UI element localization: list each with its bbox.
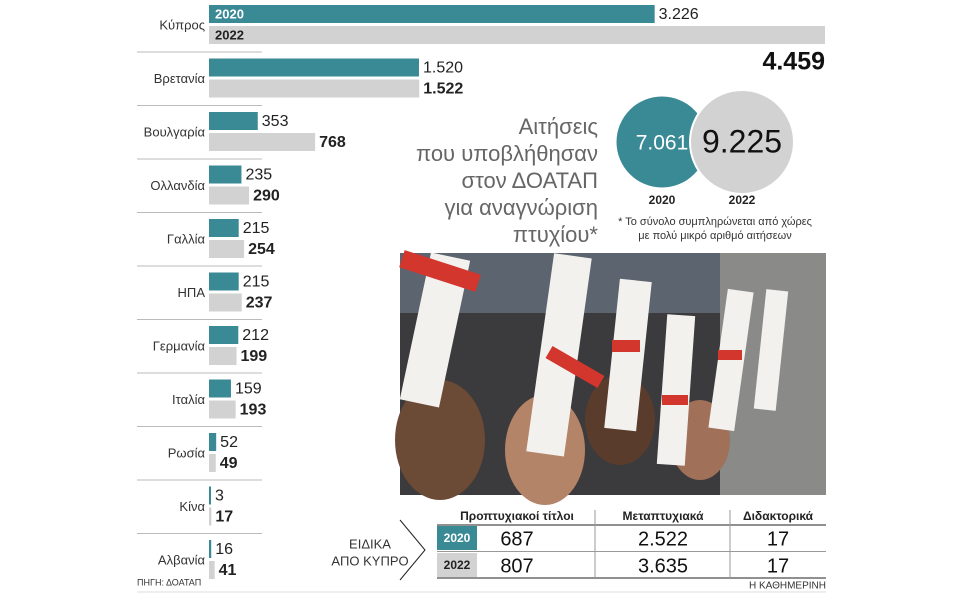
value-label: 237 (246, 295, 273, 312)
bar (209, 5, 655, 23)
bar (209, 347, 237, 365)
bar (209, 240, 245, 258)
value-label: 17 (215, 509, 233, 526)
photo (395, 250, 826, 505)
category-label: Ολλανδία (150, 178, 205, 193)
table-cell: 807 (500, 555, 533, 577)
value-label: 193 (240, 402, 267, 419)
table-decoration (137, 510, 826, 593)
bar (209, 58, 419, 77)
value-label: 290 (253, 188, 280, 205)
table-cell: 17 (767, 528, 789, 550)
category-label: Βουλγαρία (144, 124, 206, 139)
series-name: 2020 (215, 6, 244, 21)
table-cell: 687 (500, 528, 533, 550)
total-year: 2020 (649, 193, 676, 207)
source: ΠΗΓΗ: ΔΟΑΤΑΠ (137, 577, 201, 587)
category-label: Γαλλία (167, 231, 206, 246)
table-label: ΕΙΔΙΚΑ (349, 536, 391, 551)
bar (209, 26, 825, 44)
category-label: Ρωσία (168, 445, 206, 460)
total-circle (616, 96, 708, 188)
category-label: Βρετανία (154, 71, 206, 86)
bar (209, 400, 236, 419)
table-cell: 17 (767, 555, 789, 577)
category-label: Γερμανία (153, 338, 206, 353)
bar (209, 79, 420, 98)
value-label: 235 (245, 167, 272, 184)
title-line: για αναγνώριση (444, 195, 598, 220)
footnote: * Το σύνολο συμπληρώνεται από χώρες (618, 216, 812, 228)
title-line: Αιτήσεις (519, 114, 598, 139)
value-label: 215 (243, 220, 270, 237)
value-label: 3 (215, 488, 224, 505)
value-label: 215 (243, 274, 270, 291)
value-label: 212 (242, 327, 269, 344)
bar (209, 326, 239, 344)
table-year: 2022 (444, 558, 471, 572)
category-label: Κύπρος (159, 17, 205, 32)
total-label: 9.225 (702, 123, 782, 159)
value-label: 49 (220, 455, 238, 472)
value-label: 199 (240, 348, 267, 365)
value-label: 254 (248, 241, 275, 258)
table-cell: 3.635 (638, 555, 688, 577)
table-header: Προπτυχιακοί τίτλοι (460, 509, 574, 523)
bar (209, 454, 216, 472)
category-label: Κίνα (179, 499, 205, 514)
bar (209, 219, 239, 237)
series-name: 2022 (215, 27, 244, 42)
title-line: πτυχίου* (513, 222, 599, 247)
total-year: 2022 (729, 193, 756, 207)
bar (209, 507, 212, 526)
table-header: Μεταπτυχιακά (623, 509, 705, 523)
value-label: 52 (220, 434, 238, 451)
value-label: 1.520 (423, 60, 463, 77)
bar (209, 165, 242, 184)
table-cell: 2.522 (638, 528, 688, 550)
value-label: 16 (215, 541, 233, 558)
value-label: 353 (262, 113, 289, 130)
title-line: που υποβλήθησαν (416, 141, 598, 166)
value-label: 4.459 (762, 48, 825, 76)
category-label: ΗΠΑ (178, 285, 206, 300)
bar (209, 379, 231, 398)
table-year: 2020 (444, 531, 471, 545)
total-label: 7.061 (636, 132, 689, 155)
bar (209, 272, 239, 291)
value-label: 768 (319, 134, 346, 151)
value-label: 159 (235, 381, 262, 398)
brand: Η ΚΑΘΗΜΕΡΙΝΗ (749, 581, 826, 592)
category-label: Αλβανία (158, 552, 206, 567)
bar (209, 133, 316, 151)
table-header: Διδακτορικά (743, 509, 814, 523)
bar (209, 293, 242, 312)
bar (209, 112, 258, 130)
title-line: στον ΔΟΑΤΑΠ (462, 168, 598, 193)
total-circle (689, 89, 795, 195)
bar (209, 540, 212, 558)
bar (209, 561, 215, 579)
table-label: ΑΠΟ ΚΥΠΡΟ (331, 553, 408, 568)
bar (209, 186, 250, 205)
bar (209, 433, 217, 451)
value-label: 41 (219, 562, 237, 579)
footnote: με πολύ μικρό αριθμό αιτήσεων (638, 230, 792, 242)
bar (209, 486, 211, 505)
value-label: 1.522 (423, 81, 463, 98)
value-label: 3.226 (659, 6, 699, 23)
category-label: Ιταλία (172, 392, 205, 407)
